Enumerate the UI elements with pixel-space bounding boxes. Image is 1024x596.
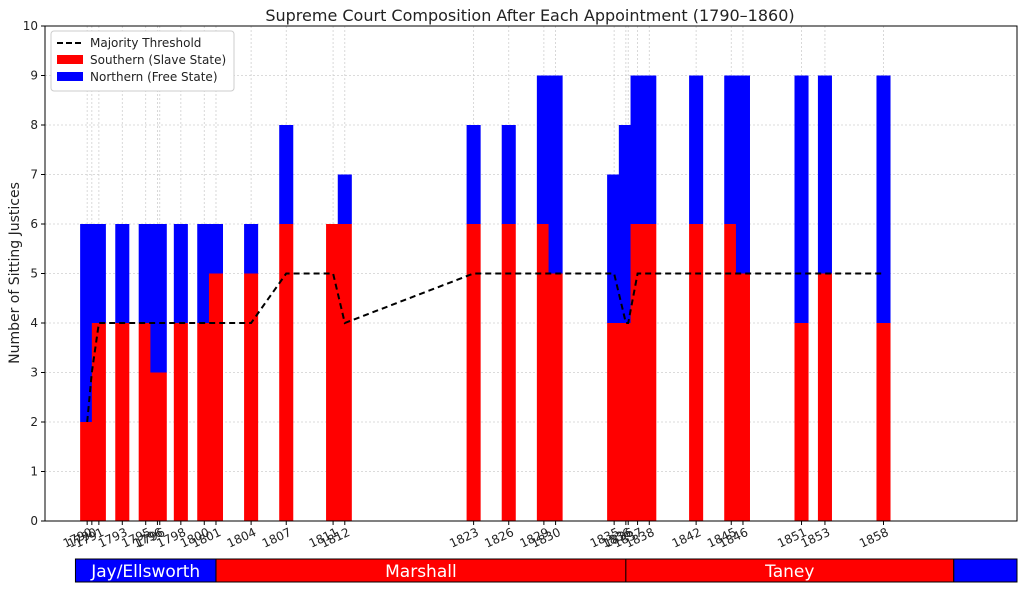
y-tick-label: 1 bbox=[30, 465, 38, 479]
era-label: Jay/Ellsworth bbox=[90, 562, 200, 582]
y-tick-label: 5 bbox=[30, 267, 38, 281]
bar-northern bbox=[536, 75, 551, 224]
bar-northern bbox=[337, 174, 352, 224]
legend-northern-label: Northern (Free State) bbox=[90, 70, 218, 84]
era-band: Jay/Ellsworth Marshall Taney bbox=[74, 558, 1018, 583]
bar-southern bbox=[536, 224, 551, 521]
bar-southern bbox=[607, 323, 622, 521]
threshold-line-layer bbox=[86, 272, 884, 423]
axis-layer: 0123456789101790179017911793179517961796… bbox=[23, 19, 891, 551]
bar-northern bbox=[501, 125, 516, 224]
legend: Majority Threshold Southern (Slave State… bbox=[50, 30, 235, 92]
bar-southern bbox=[197, 323, 212, 521]
bar-southern bbox=[548, 273, 563, 521]
bar-northern bbox=[152, 224, 167, 373]
legend-northern-swatch bbox=[57, 72, 83, 81]
era-label: Taney bbox=[764, 562, 814, 582]
chart-title: Supreme Court Composition After Each App… bbox=[265, 6, 794, 25]
bar-southern bbox=[173, 323, 188, 521]
bar-northern bbox=[817, 75, 832, 274]
bar-southern bbox=[735, 273, 750, 521]
bar-northern bbox=[244, 224, 259, 274]
bar-southern bbox=[91, 323, 106, 521]
bar-northern bbox=[794, 75, 809, 323]
bar-northern bbox=[138, 224, 153, 323]
bar-northern bbox=[642, 75, 657, 224]
bars-layer bbox=[80, 75, 891, 521]
era-label: Marshall bbox=[385, 562, 457, 582]
bar-southern bbox=[817, 273, 832, 521]
bar-southern bbox=[152, 372, 167, 521]
legend-southern-label: Southern (Slave State) bbox=[90, 53, 226, 67]
legend-box bbox=[50, 30, 235, 92]
y-tick-label: 9 bbox=[30, 69, 38, 83]
y-tick-label: 10 bbox=[23, 19, 38, 33]
bar-northern bbox=[279, 125, 294, 224]
bar-southern bbox=[208, 273, 224, 521]
bar-northern bbox=[724, 75, 739, 224]
y-tick-label: 4 bbox=[30, 316, 38, 330]
bar-southern bbox=[724, 224, 739, 521]
majority-threshold-line bbox=[86, 272, 884, 423]
bar-southern bbox=[279, 224, 294, 521]
bar-northern bbox=[630, 75, 645, 224]
bar-northern bbox=[197, 224, 212, 323]
y-axis-label: Number of Sitting Justices bbox=[7, 182, 23, 364]
bar-southern bbox=[466, 224, 481, 521]
bar-southern bbox=[642, 224, 657, 521]
bar-southern bbox=[337, 224, 352, 521]
bar-southern bbox=[326, 224, 341, 521]
bar-southern bbox=[689, 224, 704, 521]
bar-northern bbox=[173, 224, 188, 323]
y-tick-label: 6 bbox=[30, 217, 38, 231]
era-segment bbox=[953, 558, 1018, 583]
y-tick-label: 3 bbox=[30, 366, 38, 380]
y-tick-label: 2 bbox=[30, 415, 38, 429]
bar-northern bbox=[208, 224, 224, 274]
bar-southern bbox=[876, 323, 891, 521]
bar-northern bbox=[876, 75, 891, 323]
y-tick-label: 7 bbox=[30, 168, 38, 182]
bar-southern bbox=[138, 323, 153, 521]
bar-southern bbox=[115, 323, 130, 521]
bar-northern bbox=[91, 224, 106, 323]
bar-southern bbox=[794, 323, 809, 521]
y-tick-label: 0 bbox=[30, 514, 38, 528]
bar-southern bbox=[244, 273, 259, 521]
bar-northern bbox=[735, 75, 750, 274]
y-tick-label: 8 bbox=[30, 118, 38, 132]
bar-northern bbox=[689, 75, 704, 224]
legend-threshold-label: Majority Threshold bbox=[90, 36, 201, 50]
bar-northern bbox=[115, 224, 130, 323]
bar-southern bbox=[630, 224, 645, 521]
bar-southern bbox=[501, 224, 516, 521]
legend-southern-swatch bbox=[57, 55, 83, 64]
bar-northern bbox=[466, 125, 481, 224]
bar-northern bbox=[548, 75, 563, 274]
